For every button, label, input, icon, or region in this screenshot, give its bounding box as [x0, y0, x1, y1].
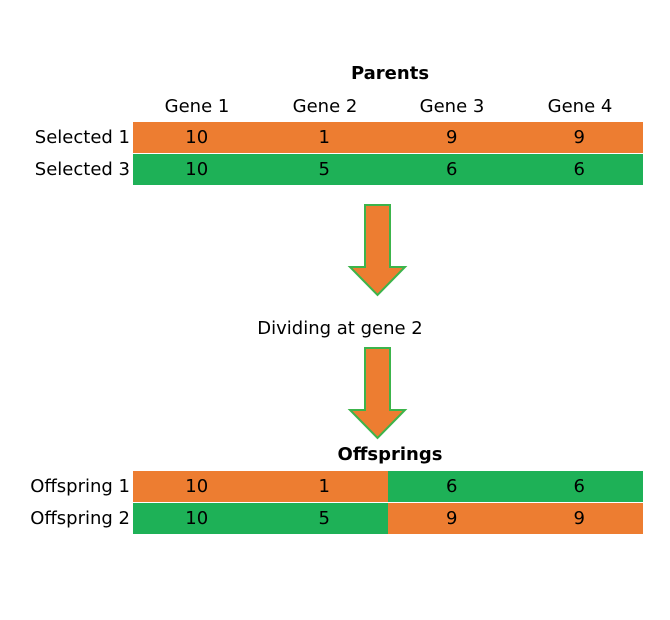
- parent-row-1: 10 1 9 9: [133, 122, 643, 153]
- down-arrow-icon: [347, 347, 408, 440]
- cell: 6: [388, 154, 516, 185]
- gene-header-4: Gene 4: [547, 96, 613, 117]
- gene-header-3: Gene 3: [419, 96, 485, 117]
- cell: 1: [260, 471, 388, 502]
- row-label-offspring-1: Offspring 1: [30, 476, 130, 497]
- offsprings-title: Offsprings: [337, 444, 443, 465]
- parents-title: Parents: [350, 63, 430, 84]
- gene-header-1: Gene 1: [164, 96, 230, 117]
- cell: 10: [133, 154, 261, 185]
- row-label-selected-1: Selected 1: [34, 127, 130, 148]
- cell: 9: [388, 503, 516, 534]
- cell: 10: [133, 471, 261, 502]
- cell: 9: [388, 122, 516, 153]
- cell: 9: [515, 503, 643, 534]
- cell: 6: [515, 154, 643, 185]
- cell: 10: [133, 122, 261, 153]
- offspring-row-1: 10 1 6 6: [133, 471, 643, 502]
- row-label-offspring-2: Offspring 2: [30, 508, 130, 529]
- cell: 5: [260, 503, 388, 534]
- cell: 10: [133, 503, 261, 534]
- step-caption: Dividing at gene 2: [257, 318, 423, 339]
- cell: 1: [260, 122, 388, 153]
- cell: 5: [260, 154, 388, 185]
- gene-header-2: Gene 2: [292, 96, 358, 117]
- cell: 6: [388, 471, 516, 502]
- parent-row-2: 10 5 6 6: [133, 154, 643, 185]
- cell: 9: [515, 122, 643, 153]
- row-label-selected-3: Selected 3: [34, 159, 130, 180]
- offspring-row-2: 10 5 9 9: [133, 503, 643, 534]
- cell: 6: [515, 471, 643, 502]
- down-arrow-icon: [347, 204, 408, 297]
